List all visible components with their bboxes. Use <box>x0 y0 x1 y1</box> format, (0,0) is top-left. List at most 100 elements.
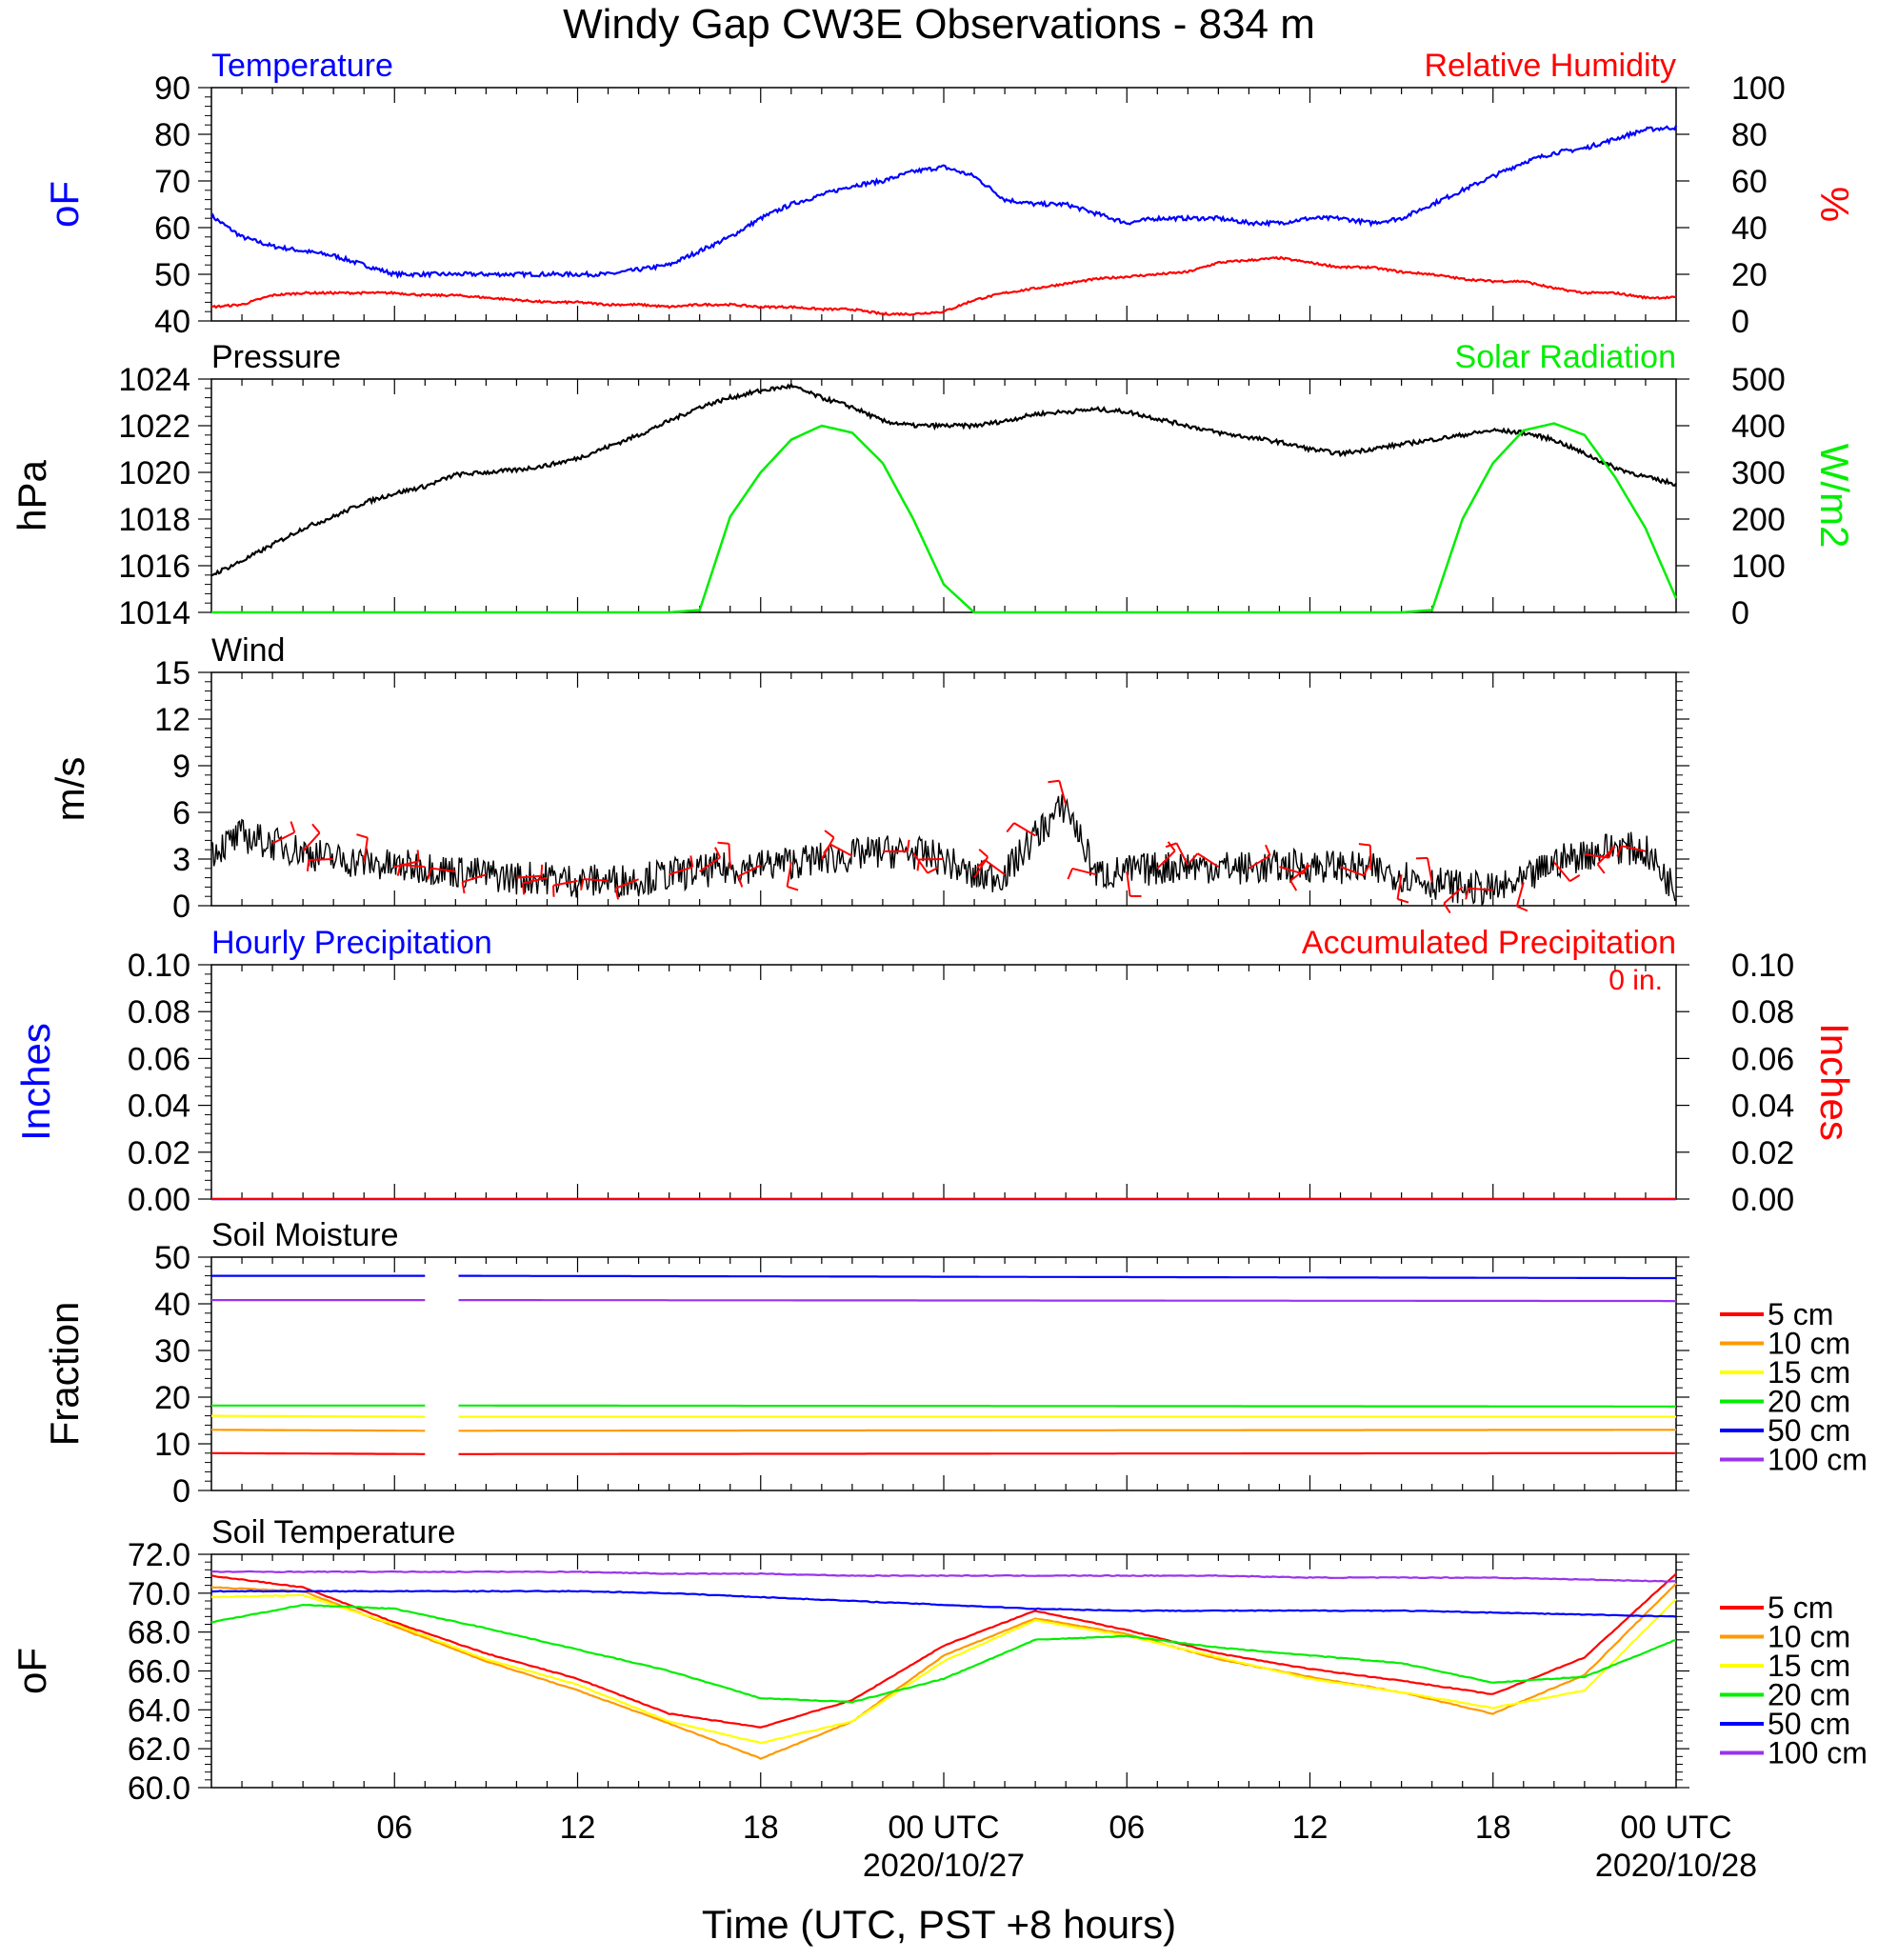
wind-barb-flag <box>1465 888 1469 900</box>
wind-barb-flag <box>540 864 544 876</box>
wind-barb-flag <box>714 847 722 858</box>
precip-y-tick-label: 0.04 <box>128 1089 190 1125</box>
wind-barb <box>1071 867 1097 876</box>
soil-temp-legend-label: 20 cm <box>1768 1678 1850 1712</box>
precip-y-right-tick-label: 0.06 <box>1731 1041 1794 1077</box>
wind-barb <box>1156 850 1176 870</box>
wind-unit: m/s <box>48 757 92 822</box>
wind-barb <box>1596 846 1616 866</box>
wind-barb-flag <box>1165 842 1177 849</box>
wind-barb-flag <box>306 859 310 871</box>
wind-barb-flag <box>823 843 831 854</box>
x-date-label: 2020/10/28 <box>1595 1848 1757 1884</box>
wind-barb <box>1515 882 1525 907</box>
wind-y-tick-label: 6 <box>172 795 190 831</box>
wind-barb <box>669 866 693 876</box>
solar-line <box>211 422 1678 614</box>
wind-barb <box>363 837 369 863</box>
solar-title: Solar Radiation <box>1455 339 1676 375</box>
temp_rh-y-tick-label: 90 <box>154 70 190 107</box>
wind-barb-flag <box>1265 844 1271 856</box>
wind-barb <box>1175 842 1189 866</box>
soil-moisture-line-50cm <box>211 1274 1676 1280</box>
wind-barb-flag <box>580 878 585 890</box>
wind-barb-flag <box>311 823 321 834</box>
wind-barb <box>1340 866 1365 877</box>
wind-y-tick-label: 9 <box>172 749 190 785</box>
wind-barb-flag <box>927 867 939 874</box>
wind-y-tick-label: 12 <box>154 702 190 738</box>
soil_moisture-y-tick-label: 30 <box>154 1333 190 1370</box>
wind-barb-flag <box>1443 903 1451 914</box>
wind-barb <box>552 879 578 887</box>
x-axis-label: Time (UTC, PST +8 hours) <box>702 1902 1176 1947</box>
wind-barb <box>430 867 456 873</box>
pressure_solar-y-tick-label: 1020 <box>118 455 190 491</box>
wind-barb-flag <box>1516 905 1528 912</box>
pressure_solar-y-tick-label: 1016 <box>118 549 190 585</box>
soil_moisture-y-tick-label: 10 <box>154 1427 190 1463</box>
soil-temp-legend-label: 5 cm <box>1768 1590 1833 1625</box>
pressure_solar-y-tick-label: 1022 <box>118 409 190 445</box>
wind-barb-flag <box>1596 863 1606 874</box>
soil-temp-legend-label: 15 cm <box>1768 1649 1850 1683</box>
wind-barb <box>522 876 548 885</box>
pressure_solar-y-right-tick-label: 400 <box>1731 409 1786 445</box>
soil-moisture-legend-label: 50 cm <box>1768 1413 1850 1448</box>
x-tick-label: 06 <box>376 1810 412 1846</box>
wind-barb-flag <box>396 864 402 876</box>
soil_moisture-frame <box>210 1256 1677 1491</box>
pressure-unit: hPa <box>10 459 54 530</box>
wind-barb <box>1126 870 1131 896</box>
x-tick-label: 12 <box>560 1810 596 1846</box>
soil-temp-line-20cm <box>210 1603 1677 1704</box>
wind-barb <box>394 860 419 869</box>
accum-precip-value: 0 in. <box>1608 965 1663 996</box>
temp_rh-y-tick-label: 40 <box>154 304 190 340</box>
wind-barb-flag <box>689 855 694 868</box>
precip-y-tick-label: 0.06 <box>128 1041 190 1077</box>
soil_temp-frame <box>210 1553 1677 1789</box>
wind-barb <box>1621 845 1647 852</box>
precip-y-tick-label: 0.02 <box>128 1135 190 1171</box>
wind-barb-flag <box>551 885 555 897</box>
wind-barb-flag <box>1568 874 1581 883</box>
soil_temp-y-tick-label: 68.0 <box>128 1615 190 1651</box>
wind-barb-flag <box>787 885 799 891</box>
wind-barb <box>516 874 542 879</box>
x-tick-label: 12 <box>1292 1810 1329 1846</box>
wind-barb-flag <box>461 882 466 894</box>
soil-moisture-title: Soil Moisture <box>211 1217 399 1253</box>
solar-unit: W/m2 <box>1812 444 1857 549</box>
humidity-line <box>211 255 1677 317</box>
soil_moisture-y-tick-label: 50 <box>154 1240 190 1276</box>
soil_temp-y-tick-label: 66.0 <box>128 1654 190 1690</box>
temp_rh-y-right-tick-label: 0 <box>1731 304 1749 340</box>
precip-frame <box>210 964 1677 1200</box>
soil-moisture-line-15cm <box>211 1414 1676 1418</box>
soil-temp-legend-label: 10 cm <box>1768 1620 1850 1654</box>
wind-barb <box>984 859 1006 876</box>
soil_temp-y-tick-label: 72.0 <box>128 1537 190 1573</box>
accum-precip-unit: Inches <box>1812 1023 1857 1141</box>
pressure-line <box>210 382 1677 577</box>
pressure_solar-frame <box>210 378 1677 613</box>
soil-moisture-legend-label: 5 cm <box>1768 1297 1833 1331</box>
x-tick-label: 18 <box>1475 1810 1511 1846</box>
wind-barb <box>462 873 487 884</box>
wind-barb-flag <box>1006 822 1015 833</box>
wind-barb <box>738 864 762 877</box>
soil-temp-legend-label: 50 cm <box>1768 1707 1850 1741</box>
soil_temp-y-tick-label: 70.0 <box>128 1576 190 1612</box>
wind-barb-flag <box>290 821 296 833</box>
pressure_solar-y-tick-label: 1018 <box>118 502 190 538</box>
soil-moisture-line-100cm <box>211 1299 1676 1303</box>
temp_rh-y-right-tick-label: 100 <box>1731 70 1786 107</box>
soil-temp-line-100cm <box>211 1570 1677 1583</box>
wind-barb <box>1289 864 1311 882</box>
temp_rh-y-right-tick-label: 40 <box>1731 210 1768 247</box>
